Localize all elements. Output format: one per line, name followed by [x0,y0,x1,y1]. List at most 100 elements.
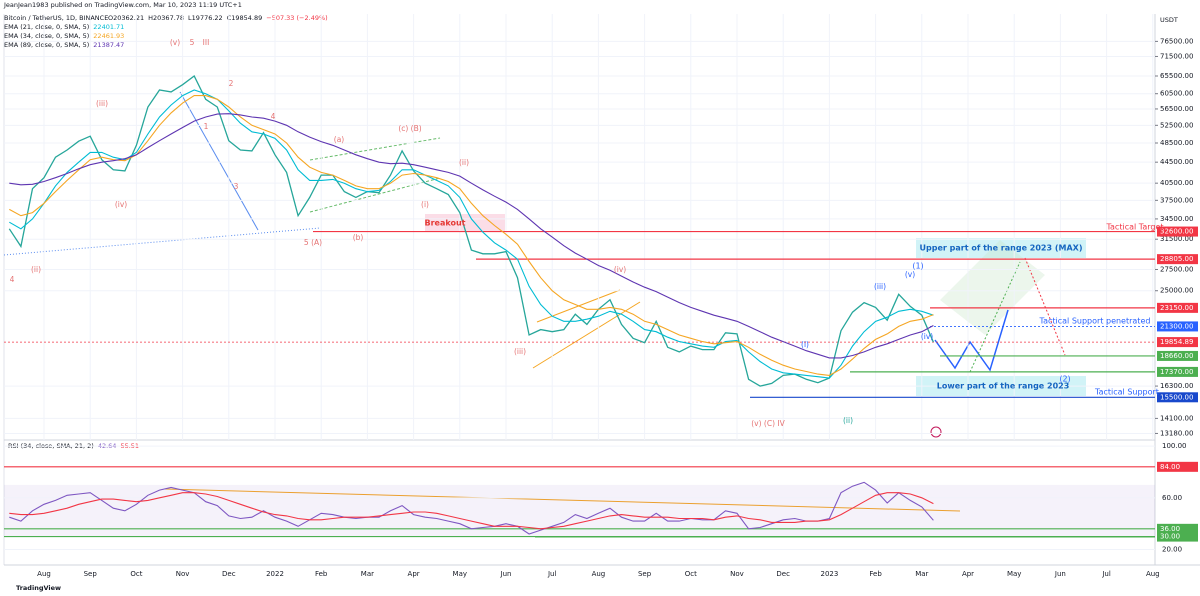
level-label-bg [1157,226,1198,237]
x-tick-label: Jul [1101,570,1111,578]
annotation: 3 [234,182,239,191]
y-tick-label: 14100.00 [1160,414,1193,422]
annotation: 2 [229,79,234,88]
ohlc-value: C19854.89 [227,14,263,22]
projection-path [1024,257,1066,356]
annotation: (iv) [921,332,933,341]
rsi-trend-line [164,488,961,512]
x-tick-label: Mar [361,570,374,578]
ohlc-value: H20367.78 [148,14,184,22]
y-tick-label: 71500.00 [1160,52,1193,60]
arrow-line [179,91,259,231]
level-label-bg [1157,337,1198,348]
x-tick-label: Sep [638,570,652,578]
y-tick-label: 27500.00 [1160,265,1193,273]
x-tick-label: Aug [592,570,606,578]
level-label-bg [1157,461,1198,472]
legend-entry: EMA (21, close, 0, SMA, 5) [4,23,89,31]
range-box [916,238,1086,258]
annotation: (iii) [874,282,886,291]
annotation: 4 [10,275,15,284]
annotation: 5 (A) [304,238,322,247]
ohlc-value: −507.33 (−2.49%) [266,14,327,22]
y-tick-label: 48500.00 [1160,139,1193,147]
brand: TradingView [16,584,61,592]
level-label: 21300.00 [1160,322,1193,330]
legend-entry: EMA (34, close, 0, SMA, 5) [4,32,89,40]
annotation: Tactical Support [1094,388,1159,397]
annotation: Breakout [425,219,466,228]
y-tick-label: 25000.00 [1160,287,1193,295]
annotation: (c) (B) [398,124,421,133]
annotation: (i) [801,340,809,349]
y-tick-label: 16300.00 [1160,382,1193,390]
x-tick-label: Apr [408,570,420,578]
legend-value: 21387.47 [93,41,124,49]
annotation: (iv) [614,265,626,274]
event-icon [930,426,942,438]
annotation: (ii) [31,265,41,274]
series-line [9,481,934,535]
y-tick-label: 52500.00 [1160,121,1193,129]
x-tick-label: Dec [222,570,236,578]
series-line [9,113,934,359]
y-tick-label: 65500.00 [1160,72,1193,80]
price-line [8,75,934,387]
y-tick-label: 60500.00 [1160,90,1193,98]
level-label: 32600.00 [1160,228,1193,236]
x-tick-label: Jun [500,570,512,578]
level-label-bg [1157,523,1198,534]
x-tick-label: Feb [315,570,328,578]
level-label: 28805.00 [1160,255,1193,263]
legend-value: 22461.93 [93,32,124,40]
channel-line [532,301,641,369]
level-label-bg [1157,350,1198,361]
y-tick-label: 20.00 [1162,546,1182,554]
y-tick-label: 31500.00 [1160,235,1193,243]
annotation: Lower part of the range 2023 [937,382,1070,391]
level-label: 30.00 [1160,533,1180,541]
x-tick-label: Nov [176,570,190,578]
x-tick-label: May [1007,570,1021,578]
annotation: (a) [334,135,345,144]
series-line [9,492,934,530]
header-title: JeanJean1983 published on TradingView.co… [3,1,242,9]
annotation: Tactical Target [1105,223,1163,232]
legend-value: 22401.71 [93,23,124,31]
annotation: Tactical Support penetrated [1039,317,1151,326]
y-tick-label: 34500.00 [1160,215,1193,223]
level-label-bg [1157,366,1198,377]
x-tick-label: Aug [1146,570,1160,578]
annotation: (1) [912,262,923,271]
y-tick-label: 40500.00 [1160,179,1193,187]
x-tick-label: Aug [37,570,51,578]
x-tick-label: Jun [1054,570,1066,578]
annotation: (b) [353,233,364,242]
annotation: (i) [421,200,429,209]
x-tick-label: 2022 [266,570,284,578]
x-tick-label: Feb [869,570,882,578]
x-tick-label: Apr [962,570,974,578]
level-label-bg [1157,254,1198,265]
annotation: 1 [204,122,209,131]
level-label-bg [1157,302,1198,313]
annotation: (v) [905,270,915,279]
annotation: III [203,38,210,47]
annotation: 4 [271,112,276,121]
y-tick-label: 37500.00 [1160,196,1193,204]
level-label: 15500.00 [1160,393,1193,401]
level-label-bg [1157,531,1198,542]
annotation: (ii) [843,416,853,425]
level-label: 23150.00 [1160,304,1193,312]
annotation: (iv) [115,200,127,209]
annotation: Upper part of the range 2023 (MAX) [920,244,1083,253]
annotation: 5 [190,38,195,47]
annotation: (iii) [96,99,108,108]
series-line [9,95,934,376]
x-tick-label: Nov [730,570,744,578]
annotation: (iii) [514,347,526,356]
y-tick-label: 13180.00 [1160,429,1193,437]
annotation: (ii) [459,158,469,167]
annotation: (v) [170,38,180,47]
